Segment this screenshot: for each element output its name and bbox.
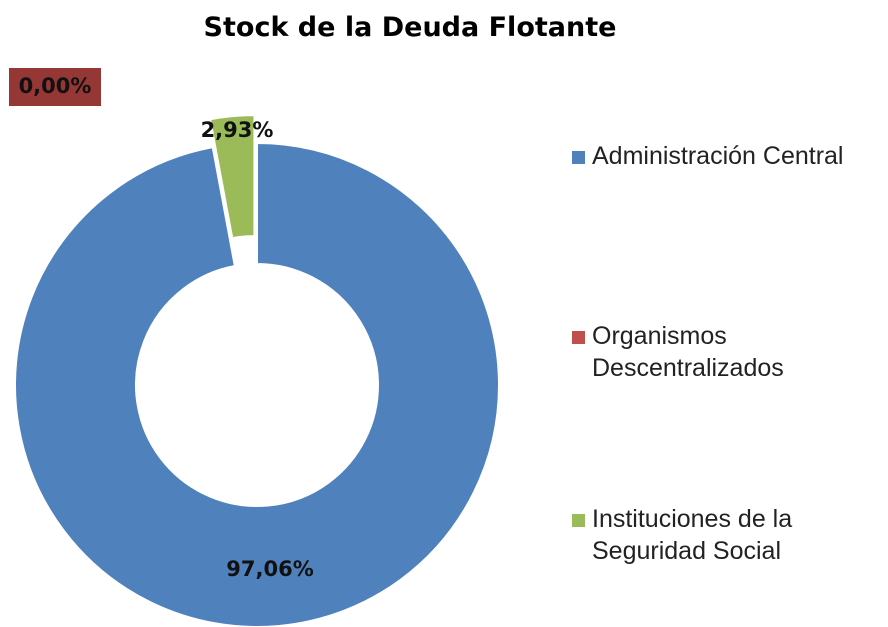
- legend-label: Administración Central: [592, 142, 844, 170]
- chart-title: Stock de la Deuda Flotante: [204, 12, 617, 43]
- slice: [208, 114, 256, 240]
- data-label: 0,00%: [19, 74, 92, 98]
- legend-item: Organismos Descentralizados: [572, 320, 882, 384]
- legend-swatch: [572, 151, 585, 164]
- legend-item: Instituciones de la Seguridad Social: [572, 503, 882, 567]
- data-label: 2,93%: [201, 118, 274, 142]
- data-label: 97,06%: [226, 557, 313, 581]
- label-box: [9, 68, 101, 106]
- legend-label: Organismos Descentralizados: [592, 322, 784, 382]
- legend-item: Administración Central: [572, 140, 882, 172]
- legend-swatch: [572, 331, 585, 344]
- legend-swatch: [572, 514, 585, 527]
- slice: [14, 141, 500, 627]
- legend-label: Instituciones de la Seguridad Social: [592, 505, 793, 565]
